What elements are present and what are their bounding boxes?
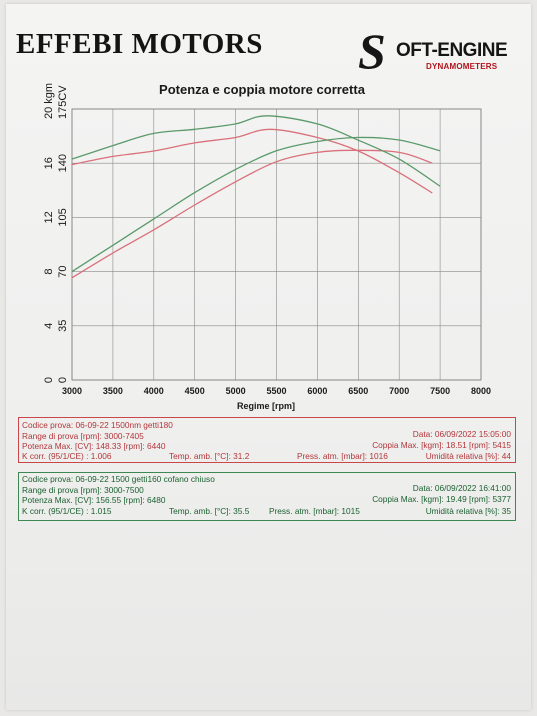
test-pressure: Press. atm. [mbar]: 1015 — [269, 506, 360, 516]
test-range: Range di prova [rpm]: 3000-7405 — [22, 431, 144, 441]
test-date: Data: 06/09/2022 16:41:00 — [412, 483, 511, 493]
dyno-report-sheet — [6, 4, 531, 710]
test-torque-max: Coppia Max. [kgm]: 18.51 [rpm]: 5415 — [372, 440, 511, 450]
power-curve-red — [71, 149, 433, 279]
torque-curve-green — [71, 115, 441, 187]
test-code: Codice prova: 06-09-22 1500 getti160 cof… — [22, 474, 215, 484]
power-tick-label: 70 — [57, 265, 69, 277]
test-info-box-1: Codice prova: 06-09-22 1500nm getti180 R… — [18, 417, 516, 463]
torque-tick-label: 12 — [43, 211, 55, 223]
chart-ticks: 3000 3500 4000 4500 5000 5500 6000 6500 7000 7500… — [43, 83, 491, 396]
x-tick-label: 3000 — [62, 386, 82, 396]
test-k-corr: K corr. (95/1/CE) : 1.015 — [22, 506, 112, 516]
test-power-max: Potenza Max. [CV]: 148.33 [rpm]: 6440 — [22, 441, 166, 451]
torque-tick-label: 16 — [43, 157, 55, 169]
x-tick-label: 4500 — [185, 386, 205, 396]
test-date: Data: 06/09/2022 15:05:00 — [412, 429, 511, 439]
x-tick-label: 5000 — [226, 386, 246, 396]
test-info-box-2: Codice prova: 06-09-22 1500 getti160 cof… — [18, 472, 516, 521]
chart-grid — [71, 108, 482, 381]
x-tick-label: 5500 — [266, 386, 286, 396]
power-tick-label: 35 — [57, 320, 69, 332]
test-pressure: Press. atm. [mbar]: 1016 — [297, 451, 388, 461]
torque-tick-label: 4 — [43, 323, 55, 329]
chart-title: Potenza e coppia motore corretta — [159, 82, 366, 97]
x-tick-label: 6500 — [348, 386, 368, 396]
test-torque-max: Coppia Max. [kgm]: 19.49 [rpm]: 5377 — [372, 494, 511, 504]
test-power-max: Potenza Max. [CV]: 156.55 [rpm]: 6480 — [22, 495, 166, 505]
test-humidity: Umidità relativa [%]: 35 — [425, 506, 511, 516]
torque-tick-label: 0 — [43, 377, 55, 383]
power-tick-label: 0 — [57, 377, 69, 383]
dyno-chart: Potenza e coppia motore corretta Regime … — [43, 82, 491, 411]
power-curve-green — [71, 136, 441, 273]
power-tick-label: 140 — [57, 154, 69, 172]
logo-main-text: OFT-ENGINE — [396, 40, 508, 61]
x-axis-label: Regime [rpm] — [237, 401, 295, 411]
x-tick-label: 8000 — [471, 386, 491, 396]
x-tick-label: 4000 — [144, 386, 164, 396]
power-tick-label: 105 — [57, 208, 69, 226]
soft-engine-logo: S OFT-ENGINE DYNAMOMETERS — [358, 23, 514, 79]
x-tick-label: 7500 — [430, 386, 450, 396]
logo-s-mark: S — [358, 23, 386, 79]
company-name: EFFEBI MOTORS — [16, 28, 263, 60]
x-tick-label: 3500 — [103, 386, 123, 396]
torque-tick-label: 20 kgm — [43, 83, 55, 119]
x-tick-label: 6000 — [307, 386, 327, 396]
logo-sub-text: DYNAMOMETERS — [426, 62, 498, 71]
torque-curve-red — [71, 128, 433, 194]
test-humidity: Umidità relativa [%]: 44 — [425, 451, 511, 461]
test-k-corr: K corr. (95/1/CE) : 1.006 — [22, 451, 112, 461]
test-range: Range di prova [rpm]: 3000-7500 — [22, 485, 144, 495]
chart-lines — [71, 115, 441, 279]
power-tick-label: 175CV — [57, 85, 69, 119]
x-tick-label: 7000 — [389, 386, 409, 396]
test-code: Codice prova: 06-09-22 1500nm getti180 — [22, 420, 173, 430]
test-temp: Temp. amb. [°C]: 35.5 — [169, 506, 250, 516]
test-temp: Temp. amb. [°C]: 31.2 — [169, 451, 250, 461]
torque-tick-label: 8 — [43, 269, 55, 275]
